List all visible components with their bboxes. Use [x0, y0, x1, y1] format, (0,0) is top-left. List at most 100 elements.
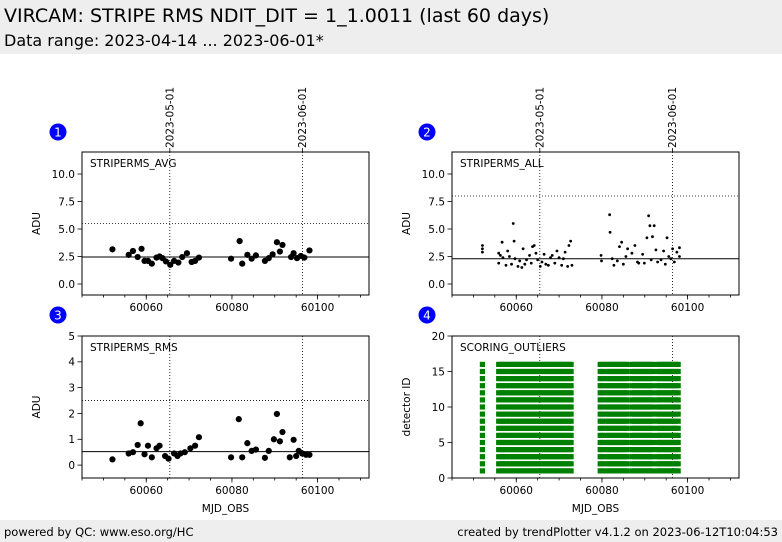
data-point: [167, 261, 174, 268]
outlier-marker: [568, 411, 574, 417]
y-tick-label: 7.5: [58, 196, 75, 208]
outlier-marker: [568, 468, 574, 474]
data-point: [672, 260, 676, 264]
outlier-marker: [568, 425, 574, 431]
outlier-marker: [503, 383, 510, 389]
y-tick-label: 10: [432, 402, 445, 414]
data-point: [481, 250, 484, 254]
data-point: [306, 451, 313, 458]
y-tick-label: 10.0: [52, 169, 75, 181]
outlier-marker: [649, 383, 656, 389]
y-tick-label: 0.0: [428, 279, 445, 291]
data-point: [244, 440, 251, 447]
data-point: [659, 258, 663, 262]
data-point: [252, 252, 260, 259]
data-point: [175, 259, 182, 266]
x-tick-label: 60080: [585, 302, 618, 314]
y-axis-label: detector ID: [401, 378, 413, 437]
data-point: [109, 246, 116, 253]
y-tick-label: 5.0: [428, 224, 445, 236]
data-point: [191, 442, 199, 449]
data-point: [645, 236, 649, 240]
data-point: [667, 255, 671, 258]
data-point: [610, 257, 614, 261]
data-point: [621, 262, 625, 266]
outlier-marker: [479, 432, 486, 438]
y-tick-label: 15: [432, 366, 445, 378]
chart-panel-2: 2 60060 60080 60100 0.0 2.5 5.0 7.5 10.0 2023-05-…: [401, 87, 740, 314]
data-point: [678, 246, 681, 250]
data-point: [279, 241, 286, 249]
outlier-marker: [624, 425, 630, 431]
data-point: [569, 239, 573, 243]
outlier-marker: [479, 404, 486, 410]
outlier-marker: [675, 454, 681, 460]
outlier-marker: [503, 425, 510, 431]
outlier-marker: [649, 447, 656, 453]
data-point: [183, 250, 191, 257]
outlier-marker: [479, 461, 486, 467]
outlier-marker: [649, 461, 656, 467]
outlier-marker: [599, 418, 605, 424]
plot-frame: [451, 335, 740, 479]
x-tick-label: 60060: [500, 302, 533, 314]
y-tick-label: 4: [68, 357, 75, 369]
y-tick-label: 20: [432, 331, 445, 343]
data-point: [276, 438, 284, 445]
data-point: [109, 456, 116, 463]
data-point: [615, 259, 619, 263]
panel-badge: [418, 306, 436, 324]
footer-credit[interactable]: powered by QC: www.eso.org/HC: [4, 525, 194, 539]
chart-panel-1: 1 60060 60080 60100 0.0 2.5 5.0 7.5 10.0 2023-05-…: [31, 87, 370, 314]
outlier-marker: [479, 447, 486, 453]
outlier-marker: [599, 390, 605, 396]
outlier-marker: [479, 454, 486, 460]
x-tick-label: 60060: [500, 485, 533, 497]
data-point: [129, 247, 137, 255]
outlier-marker: [503, 432, 510, 438]
data-point: [125, 251, 132, 258]
data-point: [144, 442, 152, 449]
data-point: [276, 248, 284, 255]
outlier-marker: [479, 376, 486, 382]
outlier-marker: [649, 418, 656, 424]
data-point: [540, 260, 544, 264]
data-point: [239, 454, 246, 461]
data-point: [279, 428, 286, 436]
date-marker-label: 2023-05-01: [534, 87, 546, 148]
outlier-marker: [599, 447, 605, 453]
x-tick-label: 60100: [671, 485, 704, 497]
data-point: [504, 263, 508, 267]
outlier-marker: [624, 468, 630, 474]
panel-title: STRIPERMS_ALL: [460, 158, 544, 170]
data-point: [652, 224, 656, 228]
data-point: [648, 224, 652, 228]
data-point: [500, 240, 504, 244]
outlier-marker: [479, 439, 486, 446]
data-point: [511, 222, 515, 225]
data-point: [137, 420, 144, 427]
outlier-marker: [568, 376, 574, 382]
outlier-marker: [649, 425, 656, 431]
outlier-marker: [503, 404, 510, 410]
data-point: [261, 454, 269, 461]
outlier-marker: [649, 439, 656, 446]
data-point: [624, 255, 628, 258]
outlier-marker: [649, 390, 656, 396]
y-tick-label: 2: [68, 408, 75, 420]
outlier-marker: [624, 383, 630, 389]
outlier-marker: [479, 468, 486, 474]
outlier-marker: [649, 397, 656, 403]
data-point: [665, 236, 669, 240]
outlier-marker: [503, 411, 510, 417]
y-axis-label: ADU: [31, 212, 43, 235]
data-point: [187, 445, 194, 452]
data-point: [561, 257, 565, 261]
outlier-marker: [568, 404, 574, 410]
outlier-marker: [479, 383, 486, 389]
data-point: [148, 260, 155, 267]
outlier-marker: [675, 383, 681, 389]
y-tick-label: 3: [68, 382, 75, 394]
data-point: [179, 253, 186, 261]
outlier-marker: [624, 439, 630, 446]
